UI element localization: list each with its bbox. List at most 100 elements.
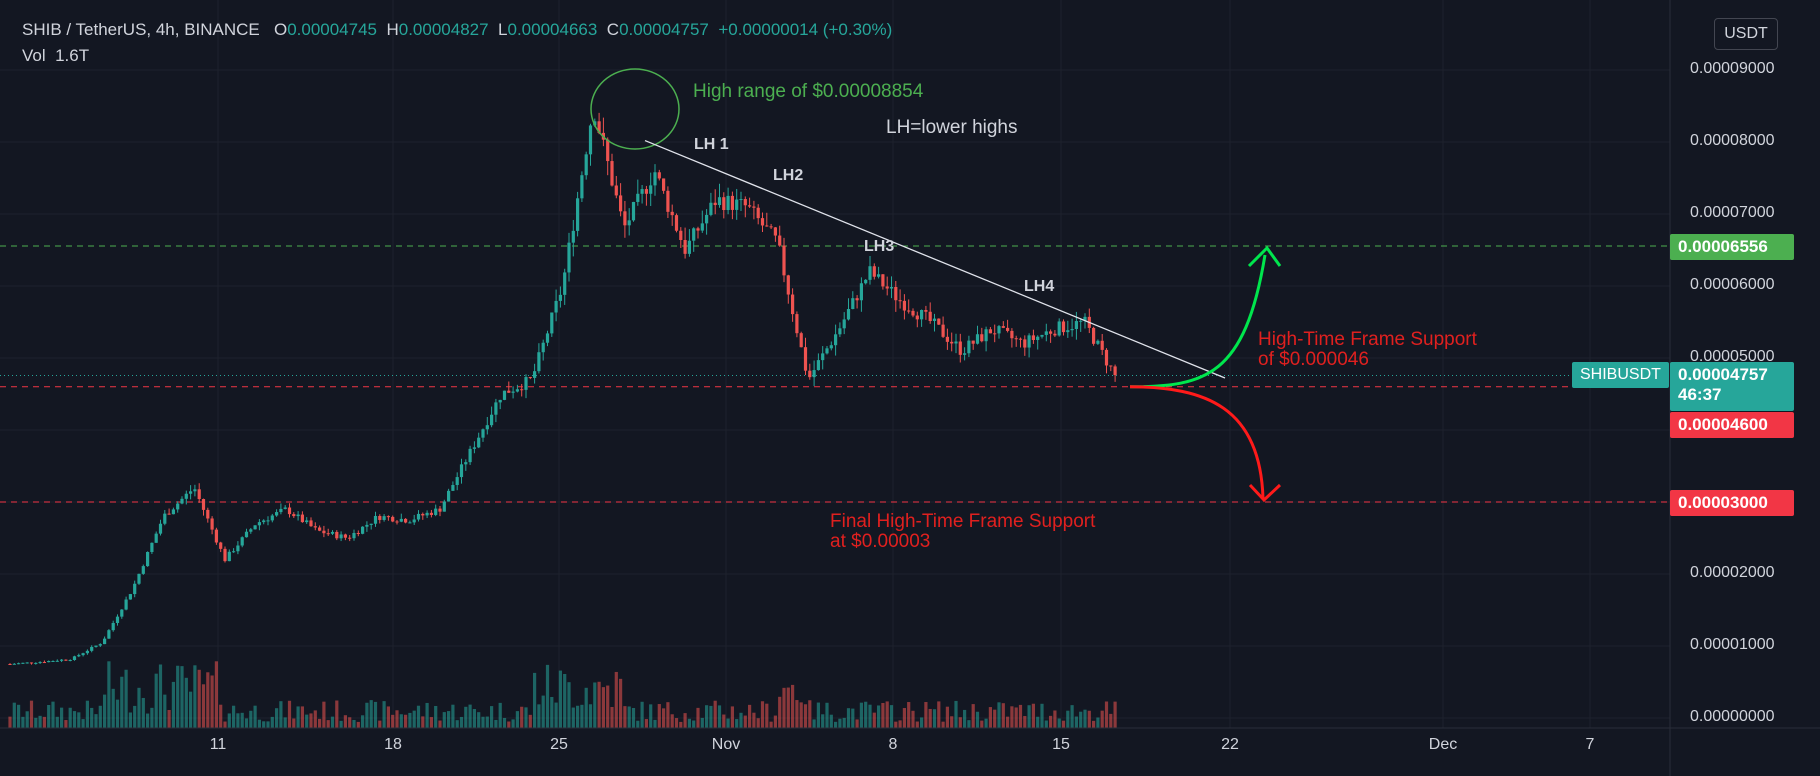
candle-body bbox=[103, 638, 107, 645]
candle-body bbox=[1070, 328, 1074, 331]
candle-body bbox=[257, 522, 261, 526]
date-tick-label: 11 bbox=[209, 736, 227, 753]
volume-bar bbox=[782, 687, 786, 728]
candle-body bbox=[1092, 327, 1096, 344]
volume-bar bbox=[988, 707, 992, 728]
current-price-tag: 0.00004757 46:37 bbox=[1670, 362, 1794, 411]
candle-body bbox=[391, 516, 395, 522]
volume-bar bbox=[1074, 716, 1078, 728]
candle-body bbox=[305, 520, 309, 523]
volume-bar bbox=[791, 684, 795, 728]
candle-body bbox=[670, 211, 674, 216]
candle-body bbox=[993, 333, 997, 335]
volume-bar bbox=[507, 721, 511, 728]
volume-bar bbox=[352, 719, 356, 728]
candle-body bbox=[8, 664, 12, 665]
volume-bar bbox=[700, 717, 704, 728]
candle-body bbox=[924, 310, 928, 312]
volume-bar bbox=[459, 716, 464, 728]
volume-bar bbox=[963, 709, 967, 728]
symbol-label[interactable]: SHIB / TetherUS, 4h, BINANCE bbox=[22, 20, 260, 39]
candle-body bbox=[171, 509, 175, 515]
candle-body bbox=[459, 464, 464, 478]
candle-body bbox=[619, 195, 623, 212]
volume-bar bbox=[911, 710, 915, 728]
candle-body bbox=[950, 341, 954, 344]
candle-body bbox=[167, 513, 171, 515]
candle-body bbox=[1104, 349, 1109, 366]
lh-legend-label: LH=lower highs bbox=[886, 117, 1018, 138]
candle-body bbox=[17, 663, 21, 665]
volume-bar bbox=[1036, 716, 1040, 728]
volume-bar bbox=[283, 717, 287, 728]
volume-bar bbox=[120, 676, 124, 728]
volume-bar bbox=[864, 701, 868, 728]
candle-body bbox=[1100, 340, 1104, 350]
volume-bar bbox=[580, 704, 584, 728]
candle-body bbox=[176, 503, 180, 510]
candle-body bbox=[838, 328, 842, 335]
volume-bar bbox=[214, 661, 218, 728]
volume-bar bbox=[584, 687, 588, 728]
candle-body bbox=[1006, 327, 1010, 331]
candle-body bbox=[227, 551, 231, 562]
volume-bar bbox=[748, 704, 752, 728]
volume-bar bbox=[881, 702, 885, 728]
currency-button[interactable]: USDT bbox=[1714, 18, 1778, 50]
candle-body bbox=[72, 656, 77, 661]
candle-body bbox=[150, 542, 154, 552]
volume-bar bbox=[705, 705, 709, 728]
volume-bar bbox=[567, 682, 571, 728]
volume-bar bbox=[838, 718, 842, 728]
candle-body bbox=[279, 508, 283, 513]
volume-bar bbox=[292, 718, 296, 728]
candle-body bbox=[614, 185, 618, 196]
volume-bar bbox=[993, 709, 997, 728]
volume-bar bbox=[541, 695, 545, 728]
candle-body bbox=[889, 286, 894, 289]
candle-body bbox=[404, 518, 408, 523]
candle-body bbox=[1023, 339, 1027, 348]
candle-body bbox=[1044, 331, 1048, 335]
candle-body bbox=[980, 334, 984, 342]
candle-body bbox=[219, 542, 223, 549]
volume-bar bbox=[1087, 710, 1091, 728]
candle-body bbox=[1083, 316, 1087, 321]
volume-bar bbox=[472, 709, 476, 728]
bearish-arrow-head bbox=[1248, 483, 1282, 503]
volume-bar bbox=[111, 688, 115, 728]
candle-body bbox=[361, 526, 365, 534]
volume-bar bbox=[950, 716, 954, 728]
candle-body bbox=[1109, 365, 1113, 367]
candle-body bbox=[696, 228, 700, 231]
volume-bar bbox=[223, 721, 227, 728]
volume-bar bbox=[305, 714, 309, 728]
volume-bar bbox=[928, 708, 932, 728]
volume-bar bbox=[236, 713, 240, 728]
volume-bar bbox=[60, 707, 64, 728]
volume-bar bbox=[171, 681, 175, 728]
high-value: 0.00004827 bbox=[398, 20, 489, 39]
candle-body bbox=[330, 531, 335, 534]
volume-bar bbox=[1027, 705, 1031, 728]
volume-bar bbox=[51, 701, 55, 728]
candle-body bbox=[356, 532, 360, 534]
volume-bar bbox=[318, 718, 322, 728]
volume-bar bbox=[713, 700, 717, 728]
volume-bar bbox=[124, 669, 128, 728]
volume-bar bbox=[455, 720, 459, 728]
candle-body bbox=[451, 485, 455, 491]
candle-body bbox=[1066, 330, 1070, 333]
candle-body bbox=[25, 662, 29, 664]
candle-body bbox=[588, 125, 593, 155]
candle-body bbox=[382, 516, 386, 520]
volume-bar bbox=[68, 707, 72, 728]
candle-body bbox=[326, 533, 330, 535]
price-tick-label: 0.00008000 bbox=[1690, 132, 1775, 149]
candle-body bbox=[683, 240, 687, 254]
candle-body bbox=[158, 523, 163, 534]
volume-bar bbox=[1113, 701, 1117, 728]
candle-body bbox=[687, 240, 691, 254]
candle-body bbox=[1014, 338, 1018, 340]
